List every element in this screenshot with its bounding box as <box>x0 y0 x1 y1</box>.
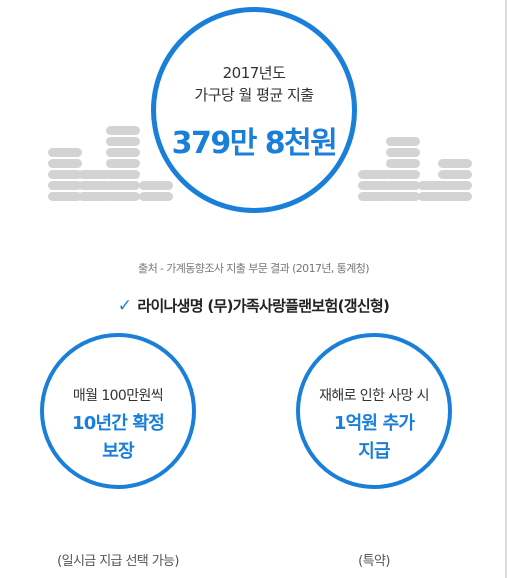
coin <box>438 170 472 179</box>
benefit-intro: 매월 100만원씩 <box>72 388 164 404</box>
year-label: 2017년도 <box>222 64 286 82</box>
coin <box>106 192 140 201</box>
coin <box>386 192 420 201</box>
spending-amount: 379만 8천원 <box>171 126 338 161</box>
monthly-spending-circle: 2017년도 가구당 월 평균 지출 379만 8천원 <box>151 7 357 213</box>
coin <box>48 170 82 179</box>
benefit-note: (특약) <box>358 554 390 569</box>
coin <box>106 148 140 157</box>
coin <box>48 159 82 168</box>
coin <box>106 137 140 146</box>
benefit-circle-monthly: 매월 100만원씩 10년간 확정 보장 <box>40 333 196 489</box>
benefit-highlight: 1억원 추가 <box>333 413 415 434</box>
coin <box>358 170 392 179</box>
check-icon: ✓ <box>117 296 132 316</box>
coin-stacks-illustration <box>48 126 472 201</box>
coin <box>386 148 420 157</box>
coin <box>139 192 173 201</box>
coin <box>438 159 472 168</box>
coin <box>106 170 140 179</box>
coin <box>48 192 82 201</box>
coin <box>106 126 140 135</box>
coin <box>139 181 173 190</box>
coin <box>358 192 392 201</box>
coin <box>78 192 112 201</box>
coin <box>358 181 392 190</box>
coin <box>386 137 420 146</box>
coin <box>386 181 420 190</box>
benefit-highlight: 지급 <box>358 441 390 462</box>
coin <box>48 148 82 157</box>
benefit-highlight: 10년간 확정 <box>72 413 165 434</box>
benefit-highlight: 보장 <box>102 441 134 462</box>
coin <box>78 181 112 190</box>
coin <box>78 170 112 179</box>
coin <box>106 159 140 168</box>
benefit-note: (일시금 지급 선택 가능) <box>57 554 179 569</box>
source-caption: 출처 - 가계동향조사 지출 부문 결과 (2017년, 통계청) <box>138 262 369 275</box>
coin <box>48 181 82 190</box>
product-name: 라이나생명 (무)가족사랑플랜보험(갱신형) <box>137 297 390 315</box>
benefit-circle-accident: 재해로 인한 사망 시 1억원 추가 지급 <box>296 333 452 489</box>
spending-subtitle: 가구당 월 평균 지출 <box>194 86 314 104</box>
coin <box>106 181 140 190</box>
product-title: ✓ 라이나생명 (무)가족사랑플랜보험(갱신형) <box>0 295 507 316</box>
benefit-intro: 재해로 인한 사망 시 <box>319 388 429 404</box>
coin <box>438 181 472 190</box>
coin <box>438 192 472 201</box>
coin <box>386 159 420 168</box>
page-edge-divider <box>505 0 507 578</box>
coin <box>386 170 420 179</box>
